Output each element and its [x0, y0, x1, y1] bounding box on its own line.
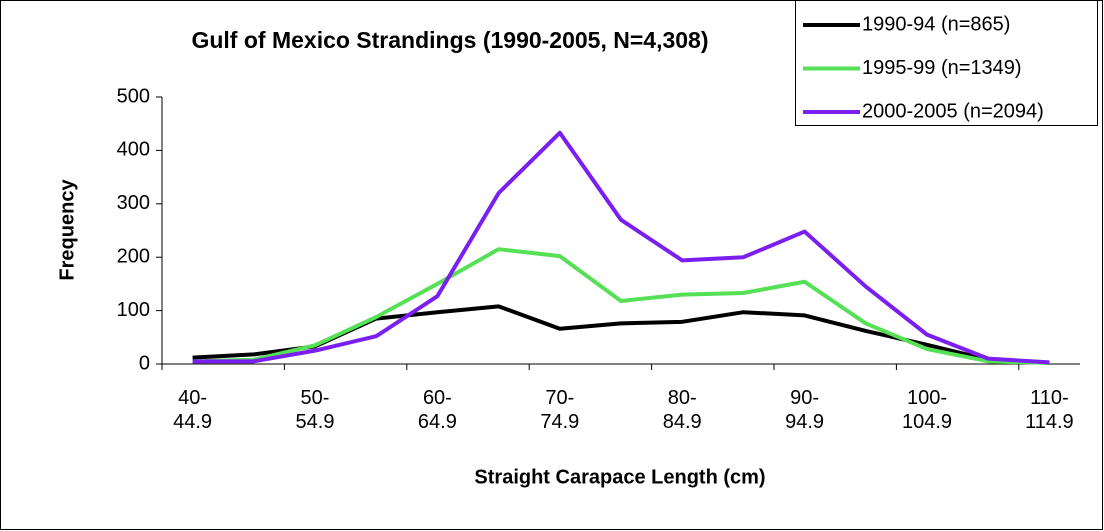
y-tick-label: 0: [139, 352, 150, 374]
y-tick-label: 100: [117, 299, 150, 321]
x-tick-label: 70- 74.9: [540, 387, 580, 433]
legend-label: 1995-99 (n=1349): [862, 57, 1022, 79]
x-tick-label: 110- 114.9: [1025, 387, 1074, 433]
chart-title: Gulf of Mexico Strandings (1990-2005, N=…: [191, 27, 708, 53]
y-axis-title: Frequency: [56, 179, 78, 281]
legend-box: [795, 0, 1098, 126]
legend-label: 2000-2005 (n=2094): [862, 100, 1044, 122]
x-axis-title: Straight Carapace Length (cm): [474, 466, 765, 488]
legend-label: 1990-94 (n=865): [862, 13, 1010, 35]
x-tick-label: 80- 84.9: [662, 387, 702, 433]
y-tick-label: 500: [117, 85, 150, 107]
x-tick-label: 50- 54.9: [295, 387, 335, 433]
y-tick-label: 400: [117, 139, 150, 161]
y-tick-label: 300: [117, 192, 150, 214]
x-tick-label: 100- 104.9: [901, 387, 953, 433]
x-tick-label: 40- 44.9: [173, 387, 213, 433]
x-tick-label: 90- 94.9: [785, 387, 825, 433]
x-tick-label: 60- 64.9: [417, 387, 457, 433]
series-line: [192, 247, 1050, 365]
series-line: [192, 130, 1050, 365]
y-tick-label: 200: [117, 245, 150, 267]
